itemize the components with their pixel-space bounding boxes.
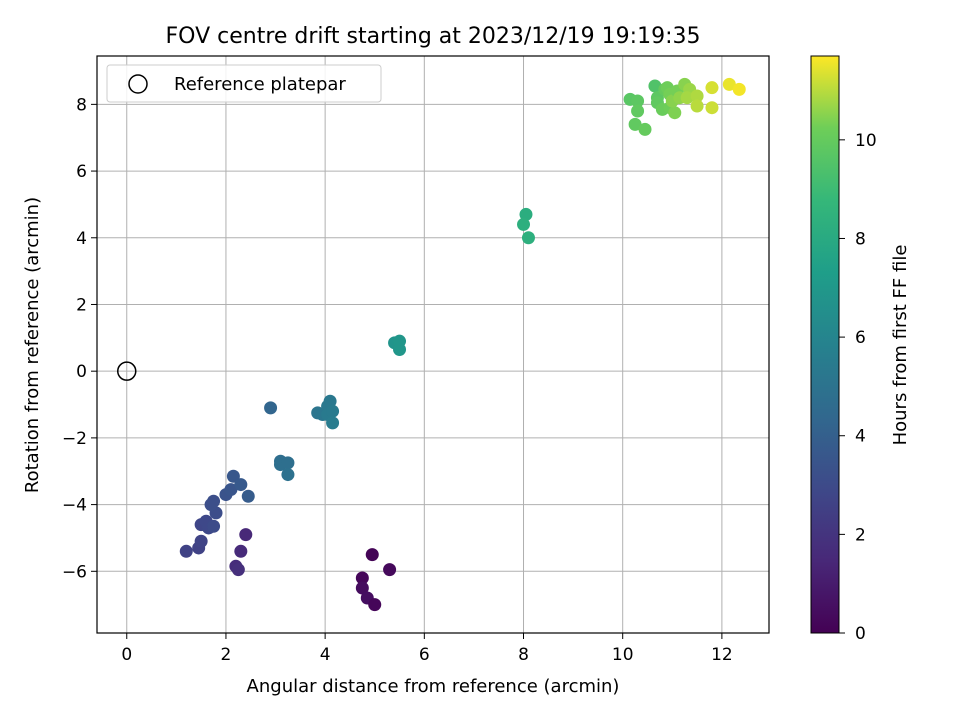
data-point — [519, 207, 533, 221]
x-axis-ticks: 0 2 4 6 8 10 12 — [121, 633, 733, 665]
data-point — [194, 534, 208, 548]
data-point — [365, 548, 379, 562]
y-tick-label: −6 — [62, 562, 87, 582]
y-tick-label: 2 — [76, 295, 87, 315]
data-point — [383, 563, 397, 577]
data-point — [690, 89, 704, 103]
data-point — [648, 79, 662, 93]
data-point — [705, 101, 719, 115]
data-point — [517, 217, 531, 231]
data-point — [368, 598, 382, 612]
colorbar-gradient — [810, 55, 840, 634]
data-point — [326, 416, 340, 430]
x-tick-label: 4 — [320, 645, 331, 665]
data-point — [668, 106, 682, 120]
colorbar-ticks: 0 2 4 6 8 10 — [839, 131, 877, 644]
x-axis-label: Angular distance from reference (arcmin) — [247, 676, 620, 697]
data-point — [281, 468, 295, 482]
chart-title: FOV centre drift starting at 2023/12/19 … — [166, 24, 701, 49]
legend-entry-label: Reference platepar — [174, 74, 346, 95]
data-point — [224, 483, 238, 497]
data-point — [179, 544, 193, 558]
data-point — [207, 494, 221, 508]
data-point — [241, 489, 255, 503]
colorbar-tick-label: 0 — [855, 624, 866, 644]
legend-reference-marker — [128, 74, 148, 94]
data-point — [326, 404, 340, 418]
data-point — [355, 581, 369, 595]
y-tick-label: −4 — [62, 496, 87, 516]
colorbar-tick-label: 2 — [855, 525, 866, 545]
data-point — [355, 571, 369, 585]
y-axis-ticks: −6 −4 −2 0 2 4 6 8 — [62, 95, 97, 582]
colorbar: 0 2 4 6 8 10 Hours from first FF file — [810, 55, 911, 644]
x-tick-label: 0 — [121, 645, 132, 665]
legend-box — [106, 64, 382, 103]
data-point — [628, 117, 642, 131]
colorbar-label: Hours from first FF file — [890, 245, 911, 446]
data-point — [393, 343, 407, 357]
data-point — [680, 91, 694, 105]
data-point — [207, 519, 221, 533]
x-tick-label: 6 — [419, 645, 430, 665]
data-point — [631, 104, 645, 118]
data-point — [234, 478, 248, 492]
x-tick-label: 10 — [612, 645, 634, 665]
data-point — [638, 122, 652, 136]
plot-frame — [96, 55, 770, 634]
data-point — [231, 563, 245, 577]
colorbar-tick-label: 8 — [855, 229, 866, 249]
data-point — [521, 231, 535, 245]
data-point — [631, 94, 645, 108]
data-points — [179, 77, 746, 612]
colorbar-tick-label: 4 — [855, 427, 866, 447]
grid-lines — [97, 56, 769, 633]
colorbar-tick-label: 10 — [855, 131, 877, 151]
y-axis-label: Rotation from reference (arcmin) — [22, 197, 43, 493]
x-tick-label: 2 — [221, 645, 232, 665]
data-point — [732, 82, 746, 96]
y-tick-label: 8 — [76, 95, 87, 115]
data-point — [705, 81, 719, 95]
reference-platepar-point — [117, 361, 137, 381]
data-point — [281, 456, 295, 470]
reference-marker — [117, 361, 137, 381]
data-point — [239, 528, 253, 542]
data-point — [234, 544, 248, 558]
y-tick-label: 6 — [76, 162, 87, 182]
legend: Reference platepar — [106, 64, 382, 103]
x-tick-label: 8 — [518, 645, 529, 665]
y-tick-label: −2 — [62, 429, 87, 449]
colorbar-tick-label: 6 — [855, 328, 866, 348]
data-point — [690, 99, 704, 113]
data-point — [323, 394, 337, 408]
data-point — [722, 77, 736, 91]
y-tick-label: 0 — [76, 362, 87, 382]
data-point — [264, 401, 278, 415]
y-tick-label: 4 — [76, 229, 87, 249]
data-point — [226, 469, 240, 483]
x-tick-label: 12 — [711, 645, 733, 665]
